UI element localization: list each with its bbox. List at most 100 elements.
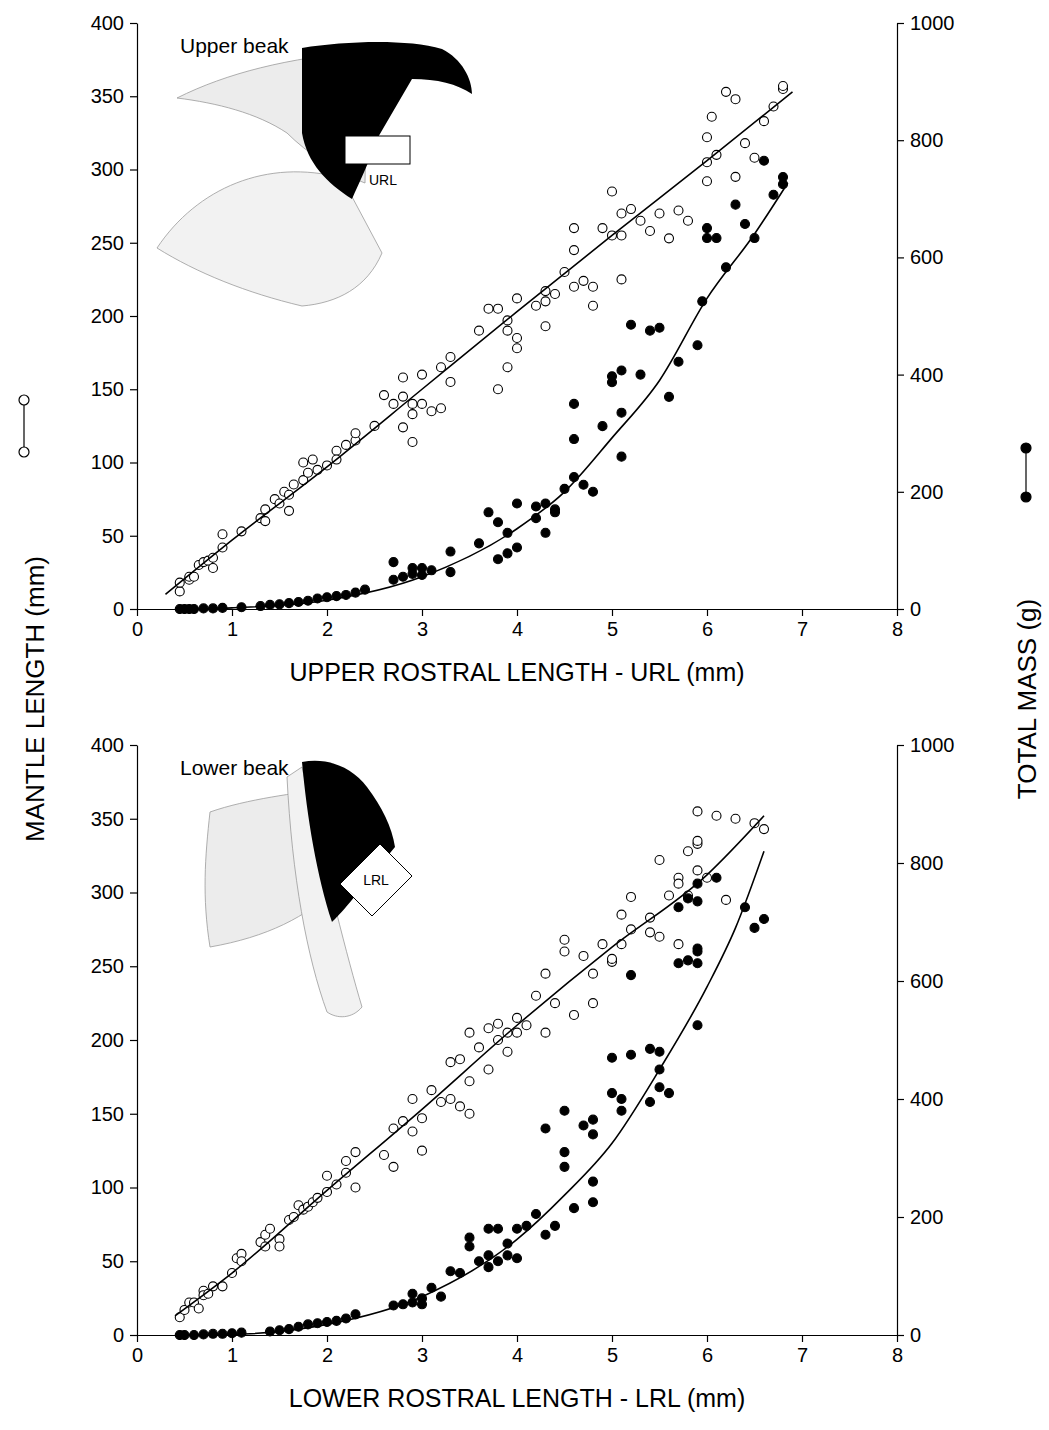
mass-point	[560, 1148, 569, 1157]
y2-axis-tick-mark	[897, 492, 904, 493]
x-axis-tick-label: 0	[132, 618, 143, 640]
mantle-point	[712, 811, 721, 820]
mantle-point	[741, 139, 750, 148]
y2-axis: 02004006008001000	[897, 734, 955, 1346]
mantle-point	[551, 999, 560, 1008]
mantle-point	[589, 301, 598, 310]
x-axis-tick-mark	[327, 609, 328, 616]
mass-point	[589, 487, 598, 496]
mantle-point	[494, 304, 503, 313]
y-axis-tick: 300	[91, 158, 137, 180]
y-axis: 050100150200250300350400	[91, 12, 138, 620]
mantle-point	[513, 294, 522, 303]
mass-point	[760, 915, 769, 924]
mantle-point	[475, 1043, 484, 1052]
mass-point	[769, 190, 778, 199]
x-axis-tick-mark	[612, 1335, 613, 1342]
x-axis-tick: 2	[322, 1335, 333, 1366]
mass-point	[532, 1210, 541, 1219]
y-axis-tick: 200	[91, 1029, 137, 1051]
y-axis-tick-mark	[130, 819, 137, 820]
mass-point	[494, 518, 503, 527]
x-axis-tick-label: 5	[607, 618, 618, 640]
y-axis: 050100150200250300350400	[91, 734, 138, 1346]
x-axis-tick: 7	[797, 609, 808, 640]
mass-point	[560, 1106, 569, 1115]
y-axis-tick: 350	[91, 85, 137, 107]
x-axis-tick-mark	[707, 609, 708, 616]
y-axis-tick-mark	[130, 389, 137, 390]
mass-point	[541, 1230, 550, 1239]
y-axis-tick-mark	[130, 1187, 137, 1188]
mass-point	[503, 1251, 512, 1260]
mantle-point	[570, 282, 579, 291]
y2-axis-tick-mark	[897, 257, 904, 258]
mantle-point	[342, 1156, 351, 1165]
mantle-point	[551, 290, 560, 299]
mantle-point	[418, 1114, 427, 1123]
mantle-point	[655, 209, 664, 218]
mass-point	[655, 323, 664, 332]
x-axis-tick-mark	[232, 1335, 233, 1342]
mantle-point	[731, 172, 740, 181]
axis-key-marker	[1021, 492, 1031, 502]
y-axis-tick-label: 400	[91, 12, 124, 34]
mantle-point	[522, 1021, 531, 1030]
mantle-point	[285, 506, 294, 515]
mass-point	[475, 539, 484, 548]
mantle-point	[389, 399, 398, 408]
mantle-point	[674, 206, 683, 215]
mantle-point	[722, 895, 731, 904]
panel: 0123456780501001502002503003504000200400…	[91, 734, 955, 1412]
y-axis-tick-mark	[130, 892, 137, 893]
mass-point	[693, 959, 702, 968]
mantle-point	[589, 999, 598, 1008]
mass-point	[446, 568, 455, 577]
mantle-point	[399, 423, 408, 432]
fit-curve	[166, 92, 793, 594]
y2-axis-title: TOTAL MASS (g)	[1012, 599, 1042, 799]
y-axis-tick-mark	[130, 609, 137, 610]
mantle-point	[513, 333, 522, 342]
mantle-point	[693, 836, 702, 845]
mass-point	[570, 399, 579, 408]
mantle-point	[541, 322, 550, 331]
mass-point	[589, 1177, 598, 1186]
x-axis-tick-mark	[422, 1335, 423, 1342]
y-axis-tick-mark	[130, 745, 137, 746]
mantle-point	[408, 410, 417, 419]
mass-point	[646, 326, 655, 335]
mantle-point	[218, 530, 227, 539]
x-axis-tick-mark	[137, 609, 138, 616]
y-axis-tick-mark	[130, 316, 137, 317]
figure: 0123456780501001502002503003504000200400…	[0, 0, 1049, 1430]
y2-axis-tick-label: 600	[910, 970, 943, 992]
x-axis-title: UPPER ROSTRAL LENGTH - URL (mm)	[289, 658, 744, 686]
x-axis-tick-label: 6	[702, 1344, 713, 1366]
x-axis-tick: 5	[607, 1335, 618, 1366]
mass-point	[304, 596, 313, 605]
x-axis-tick: 0	[132, 1335, 143, 1366]
beak-inset: LRL	[205, 761, 412, 1017]
mantle-point	[313, 465, 322, 474]
y-axis-tick: 250	[91, 232, 137, 254]
mass-point	[627, 1050, 636, 1059]
mass-point	[541, 499, 550, 508]
x-axis-tick-label: 2	[322, 1344, 333, 1366]
x-axis-tick: 6	[702, 1335, 713, 1366]
x-axis-tick-label: 8	[892, 618, 903, 640]
mantle-point	[427, 407, 436, 416]
y-axis-tick-label: 100	[91, 1176, 124, 1198]
x-axis-tick: 6	[702, 609, 713, 640]
mantle-point	[646, 227, 655, 236]
mantle-point	[608, 954, 617, 963]
y-axis-tick: 400	[91, 734, 137, 756]
mantle-point	[437, 404, 446, 413]
mass-point	[693, 947, 702, 956]
mantle-point	[503, 326, 512, 335]
mantle-point	[627, 892, 636, 901]
mass-point	[627, 320, 636, 329]
mantle-point	[446, 377, 455, 386]
mantle-point	[446, 353, 455, 362]
mantle-point	[750, 153, 759, 162]
